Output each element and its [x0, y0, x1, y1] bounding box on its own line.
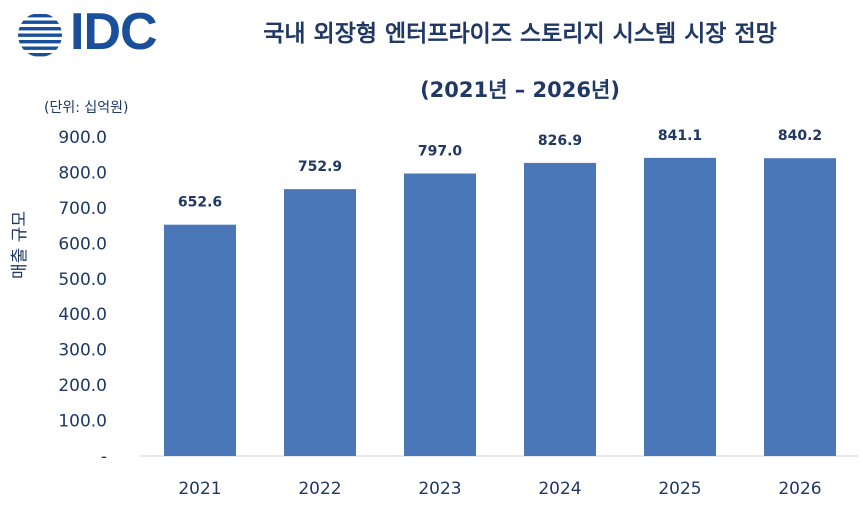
y-tick-label: 200.0 [58, 376, 107, 396]
y-tick-labels: - 100.0 200.0 300.0 400.0 500.0 600.0 700.0 800.… [58, 128, 107, 467]
x-tick-label-2025: 2025 [658, 479, 701, 499]
y-tick-label: 500.0 [58, 270, 107, 290]
bar-2022 [284, 189, 356, 456]
x-tick-label-2023: 2023 [418, 479, 461, 499]
data-label-2024: 826.9 [538, 133, 582, 149]
data-label-2025: 841.1 [658, 128, 702, 144]
unit-note: (단위: 십억원) [44, 100, 129, 116]
globe-icon [18, 14, 62, 57]
bar-2026 [764, 158, 836, 456]
x-tick-label-2024: 2024 [538, 479, 581, 499]
data-label-2026: 840.2 [778, 128, 822, 144]
bars [164, 157, 836, 457]
y-tick-label: 100.0 [58, 412, 107, 432]
x-tick-label-2021: 2021 [178, 479, 221, 499]
data-labels: 652.6 752.9 797.0 826.9 841.1 840.2 [178, 128, 822, 211]
y-tick-label: 600.0 [58, 234, 107, 254]
y-tick-label: 800.0 [58, 163, 107, 183]
logo-text: IDC [70, 3, 158, 61]
x-tick-label-2022: 2022 [298, 479, 341, 499]
bar-2025 [644, 157, 716, 457]
data-label-2023: 797.0 [418, 144, 463, 160]
chart-subtitle: (2021년 – 2026년) [420, 78, 620, 102]
x-tick-labels: 2021 2022 2023 2024 2025 2026 [178, 479, 821, 499]
idc-logo: IDC [12, 3, 172, 64]
bar-2024 [524, 162, 596, 456]
y-tick-label: 300.0 [58, 341, 107, 361]
bar-2021 [164, 224, 236, 456]
x-tick-label-2026: 2026 [778, 479, 821, 499]
chart-title: 국내 외장형 엔터프라이즈 스토리지 시스템 시장 전망 [263, 21, 777, 47]
y-tick-label: - [101, 447, 107, 467]
data-label-2021: 652.6 [178, 195, 222, 211]
bar-2023 [404, 173, 476, 456]
y-tick-label: 900.0 [58, 128, 107, 148]
y-tick-label: 700.0 [58, 199, 107, 219]
y-tick-label: 400.0 [58, 305, 107, 325]
data-label-2022: 752.9 [298, 159, 342, 175]
